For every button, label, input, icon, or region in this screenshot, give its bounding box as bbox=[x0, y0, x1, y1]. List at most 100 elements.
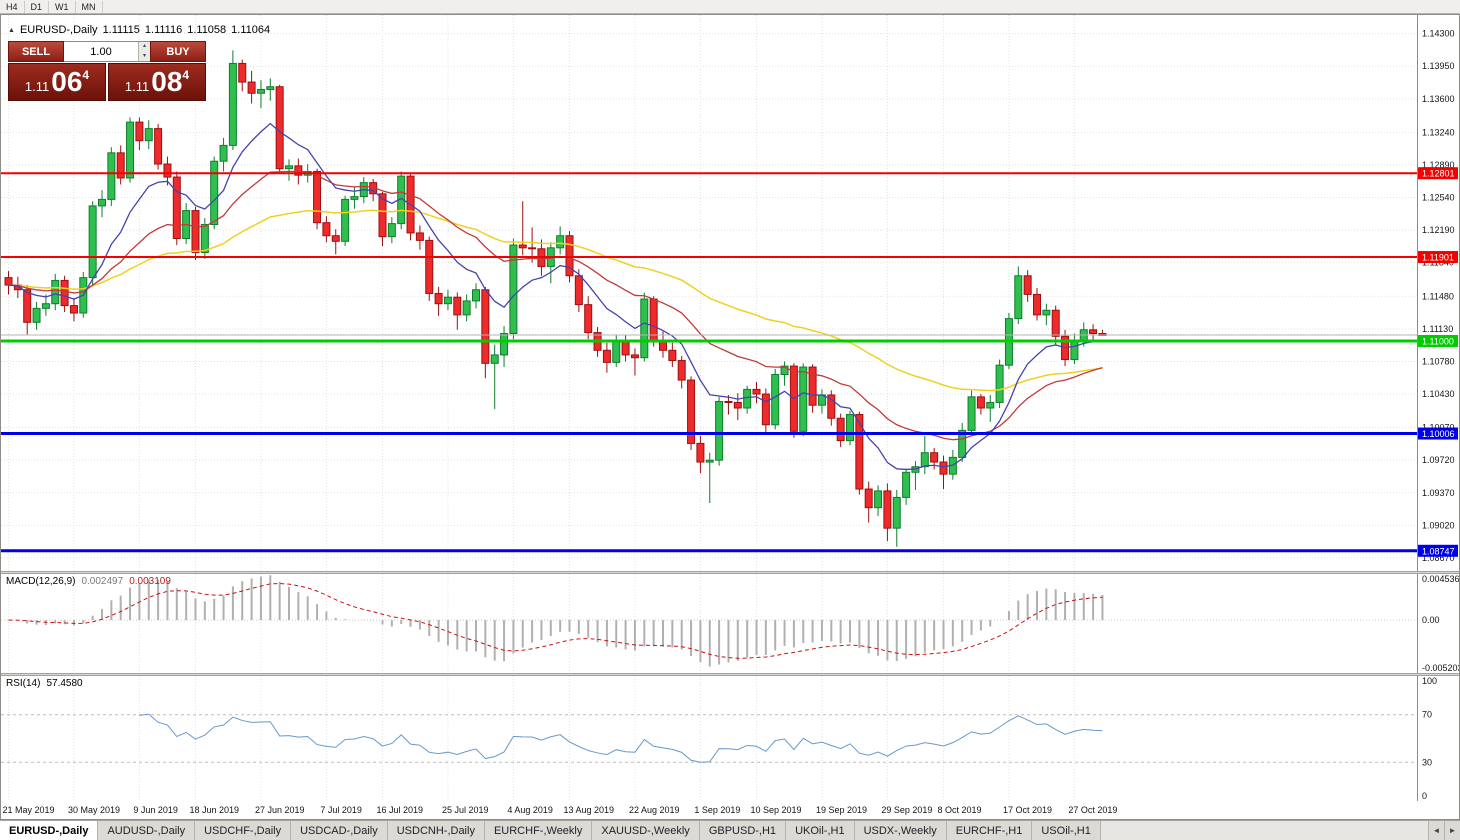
candle bbox=[23, 285, 32, 335]
candle bbox=[247, 70, 256, 104]
candles-layer bbox=[4, 50, 1107, 547]
volume-field[interactable]: 1.00 ▴ ▾ bbox=[64, 41, 150, 62]
svg-text:1.13240: 1.13240 bbox=[1422, 127, 1455, 137]
candle bbox=[771, 368, 780, 430]
buy-button[interactable]: BUY bbox=[150, 41, 206, 62]
date-label: 25 Jul 2019 bbox=[442, 805, 489, 815]
candle bbox=[1014, 266, 1023, 325]
chart-tab-eurchf-weekly[interactable]: EURCHF-,Weekly bbox=[484, 821, 593, 840]
svg-text:1.10430: 1.10430 bbox=[1422, 389, 1455, 399]
candle bbox=[687, 376, 696, 450]
candle bbox=[574, 269, 583, 313]
candle bbox=[630, 348, 639, 376]
bid-price-display[interactable]: 1.11 06 4 bbox=[8, 63, 106, 101]
timeframe-h4-button[interactable]: H4 bbox=[0, 0, 25, 13]
chart-tab-gbpusd-h1[interactable]: GBPUSD-,H1 bbox=[699, 821, 787, 840]
timeframe-d1-button[interactable]: D1 bbox=[25, 0, 50, 13]
chart-tab-audusd-daily[interactable]: AUDUSD-,Daily bbox=[98, 821, 196, 840]
date-label: 7 Jul 2019 bbox=[320, 805, 362, 815]
panel-separator[interactable] bbox=[1, 571, 1459, 574]
candle bbox=[182, 203, 191, 245]
candle bbox=[154, 123, 163, 170]
candle bbox=[434, 286, 443, 316]
tab-scroll-arrows: ◄ ► bbox=[1428, 821, 1460, 840]
candle bbox=[677, 355, 686, 389]
tabs-scroll-right-button[interactable]: ► bbox=[1444, 821, 1460, 840]
ask-pips: 08 bbox=[151, 66, 183, 97]
candle bbox=[780, 361, 789, 386]
spinner-down-icon[interactable]: ▾ bbox=[139, 51, 150, 61]
candle bbox=[266, 78, 275, 101]
ask-price-display[interactable]: 1.11 08 4 bbox=[108, 63, 206, 101]
chart-tab-eurusd-daily[interactable]: EURUSD-,Daily bbox=[0, 821, 99, 840]
volume-spinner[interactable]: ▴ ▾ bbox=[138, 42, 150, 61]
rsi-title: RSI(14) bbox=[6, 678, 41, 689]
date-label: 27 Oct 2019 bbox=[1068, 805, 1117, 815]
timeframe-toolbar: H4 D1 W1 MN bbox=[0, 0, 1460, 14]
candle bbox=[789, 363, 798, 438]
candle bbox=[163, 156, 172, 186]
candle bbox=[443, 289, 452, 311]
chart-tab-usdcad-daily[interactable]: USDCAD-,Daily bbox=[291, 821, 388, 840]
chart-tab-xauusd-weekly[interactable]: XAUUSD-,Weekly bbox=[592, 821, 700, 840]
spinner-up-icon[interactable]: ▴ bbox=[139, 42, 150, 52]
candle bbox=[883, 483, 892, 542]
chart-window: ▲ EURUSD-,Daily 1.11115 1.11116 1.11058 … bbox=[0, 14, 1460, 820]
macd-main-value: 0.002497 bbox=[81, 576, 124, 587]
candle bbox=[472, 283, 480, 309]
price-tag bbox=[1418, 544, 1458, 557]
svg-text:1.11480: 1.11480 bbox=[1422, 291, 1454, 301]
candle bbox=[892, 489, 901, 547]
panel-separator[interactable] bbox=[1, 673, 1459, 676]
macd-title: MACD(12,26,9) bbox=[6, 576, 76, 587]
rsi-value: 57.4580 bbox=[46, 678, 83, 689]
macd-canvas[interactable]: 0.004536 0.00 -0.005203 bbox=[1, 574, 1459, 673]
candle bbox=[107, 147, 116, 206]
ask-prefix: 1.11 bbox=[124, 79, 150, 94]
timeframe-w1-button[interactable]: W1 bbox=[49, 0, 76, 13]
svg-text:1.11000: 1.11000 bbox=[1422, 336, 1454, 346]
candle bbox=[621, 335, 630, 362]
chart-tab-eurchf-h1[interactable]: EURCHF-,H1 bbox=[946, 821, 1033, 840]
candle bbox=[387, 217, 396, 244]
chart-tab-usoil-h1[interactable]: USOil-,H1 bbox=[1032, 821, 1101, 840]
candle bbox=[4, 271, 13, 295]
chart-tabbar: EURUSD-,Daily AUDUSD-,Daily USDCHF-,Daily U… bbox=[0, 820, 1460, 840]
price-tag bbox=[1418, 334, 1458, 347]
candle bbox=[640, 292, 649, 362]
date-label: 21 May 2019 bbox=[3, 805, 55, 815]
candle bbox=[986, 394, 995, 422]
date-axis[interactable]: 21 May 2019 30 May 2019 9 Jun 2019 18 Jun 2… bbox=[1, 801, 1459, 819]
rsi-label: RSI(14) 57.4580 bbox=[6, 678, 83, 689]
date-label: 29 Sep 2019 bbox=[881, 805, 932, 815]
timeframe-mn-button[interactable]: MN bbox=[76, 0, 103, 13]
chart-tab-usdx-weekly[interactable]: USDX-,Weekly bbox=[854, 821, 947, 840]
svg-text:-0.005203: -0.005203 bbox=[1422, 663, 1459, 673]
candle bbox=[116, 145, 125, 185]
svg-text:1.12540: 1.12540 bbox=[1422, 193, 1455, 203]
price-axis[interactable]: 1.14300 1.13950 1.13600 1.13240 1.12890 1.125… bbox=[1417, 15, 1455, 571]
candle bbox=[462, 294, 471, 322]
chart-tab-ukoil-h1[interactable]: UKOil-,H1 bbox=[786, 821, 855, 840]
svg-text:1.09720: 1.09720 bbox=[1422, 455, 1455, 465]
candle bbox=[920, 435, 929, 475]
main-chart-canvas[interactable]: 1.14300 1.13950 1.13600 1.13240 1.12890 1.125… bbox=[1, 15, 1459, 571]
ma-line-55 bbox=[8, 209, 1103, 392]
sell-button[interactable]: SELL bbox=[8, 41, 64, 62]
chart-tab-usdchf-daily[interactable]: USDCHF-,Daily bbox=[195, 821, 292, 840]
svg-text:1.12890: 1.12890 bbox=[1422, 160, 1455, 170]
candle bbox=[874, 485, 883, 517]
grid-layer bbox=[1, 15, 1417, 571]
candle bbox=[425, 236, 434, 301]
candle bbox=[518, 201, 527, 256]
volume-value[interactable]: 1.00 bbox=[90, 45, 112, 58]
date-label: 1 Sep 2019 bbox=[694, 805, 740, 815]
candle bbox=[32, 301, 41, 330]
chart-tab-usdcnh-daily[interactable]: USDCNH-,Daily bbox=[387, 821, 485, 840]
ohlc-open: 1.11115 bbox=[102, 24, 140, 36]
candle bbox=[331, 229, 340, 255]
rsi-canvas[interactable]: 100 70 30 0 bbox=[1, 676, 1459, 801]
macd-signal-value: 0.003109 bbox=[129, 576, 171, 587]
tabs-scroll-left-button[interactable]: ◄ bbox=[1428, 821, 1444, 840]
candle bbox=[864, 481, 873, 523]
